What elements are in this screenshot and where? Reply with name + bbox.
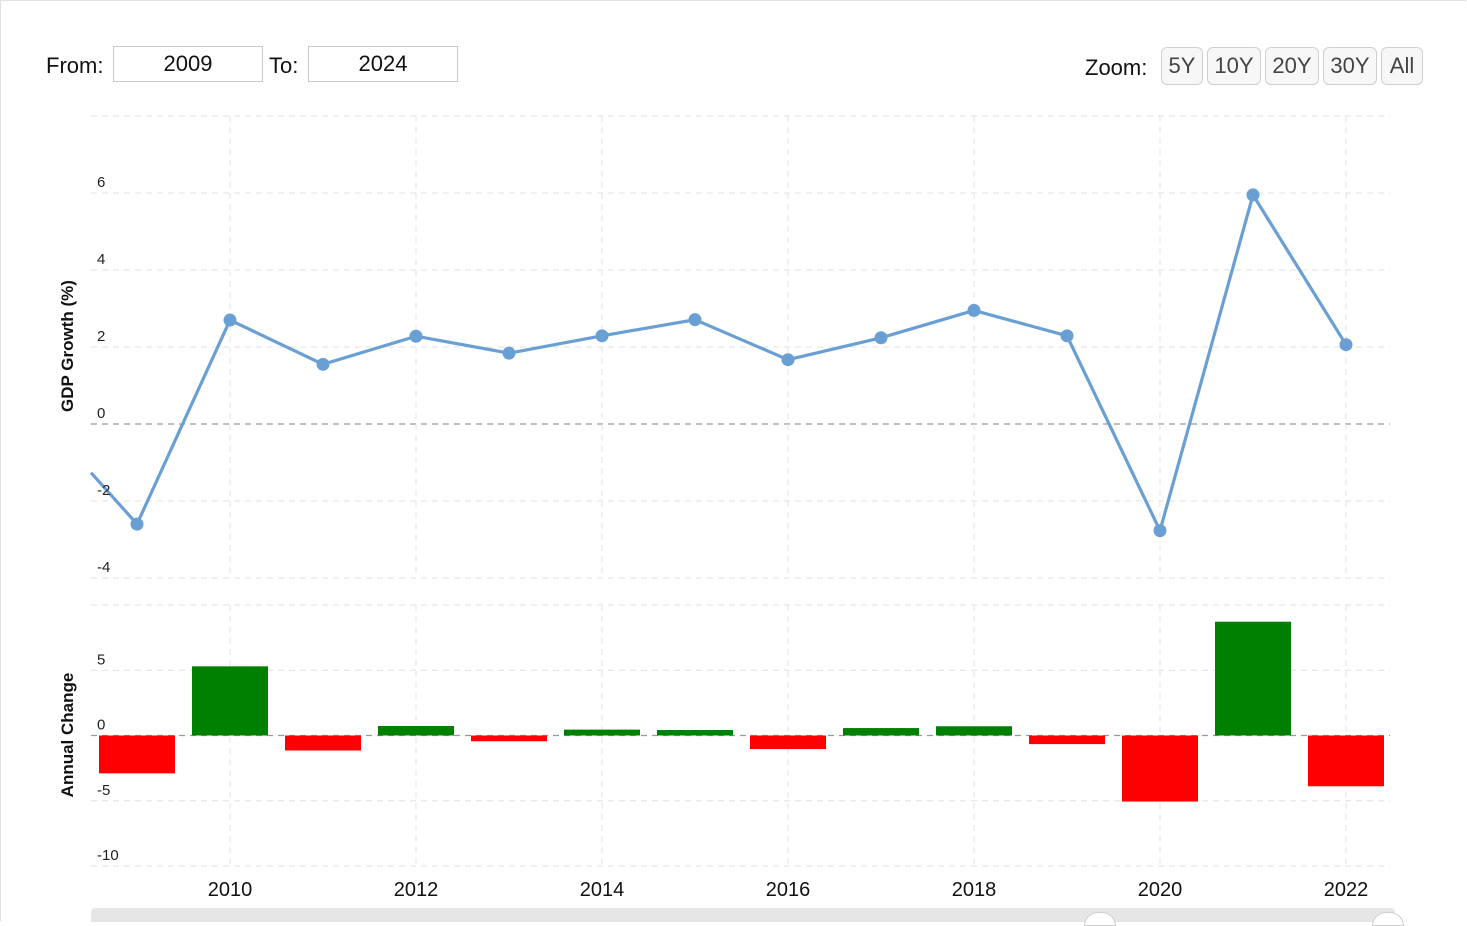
annual-change-bar: [99, 735, 175, 774]
gdp-growth-point: [874, 331, 888, 345]
annual-change-bar: [1122, 735, 1198, 802]
gdp-growth-point: [1153, 524, 1167, 538]
gdp-growth-point: [130, 517, 144, 531]
gdp-growth-point: [223, 313, 237, 327]
from-date-input[interactable]: [113, 46, 263, 82]
x-tick-label: 2022: [1324, 879, 1369, 901]
to-label: To:: [269, 53, 299, 78]
gdp-growth-point: [688, 313, 702, 327]
annual-change-bar: [1029, 735, 1105, 745]
annual-change-bar: [285, 735, 361, 751]
labels-layer: -4 -2 0 2 4 6 -10 -5 0 5 2010 2012 2014 2016 2018 2020 2…: [97, 174, 1368, 901]
gdp-growth-point: [409, 329, 423, 343]
zoom-30y-button[interactable]: 30Y: [1323, 47, 1377, 85]
range-navigator[interactable]: [91, 908, 1395, 922]
zoom-5y-button[interactable]: 5Y: [1161, 47, 1203, 85]
annual-change-bar: [936, 726, 1012, 736]
gdp-growth-point: [967, 303, 981, 317]
from-label: From:: [46, 53, 104, 78]
y-tick-label: -2: [97, 482, 110, 499]
y-tick-label: 2: [97, 328, 105, 345]
gdp-growth-point: [502, 346, 516, 360]
annual-change-bar: [378, 725, 454, 736]
gdp-growth-point: [1339, 338, 1353, 352]
gdp-growth-point: [1246, 188, 1260, 202]
annual-change-bar: [564, 729, 640, 736]
gdp-growth-point: [781, 353, 795, 367]
annual-change-bar: [471, 735, 547, 742]
gdp-growth-point: [1060, 329, 1074, 343]
gdp-growth-point: [316, 357, 330, 371]
y-tick-label: 0: [97, 717, 105, 734]
x-tick-label: 2010: [208, 879, 253, 901]
y-tick-label: 6: [97, 174, 105, 191]
zoom-20y-button[interactable]: 20Y: [1265, 47, 1319, 85]
y-tick-label: 5: [97, 651, 105, 668]
top-y-axis-title: GDP Growth (%): [58, 280, 77, 412]
x-tick-label: 2018: [952, 879, 997, 901]
bottom-y-axis-title: Annual Change: [58, 673, 77, 798]
x-tick-label: 2020: [1138, 879, 1183, 901]
y-tick-label: -10: [97, 847, 119, 864]
annual-change-bar: [192, 666, 268, 736]
annual-change-bar: [1308, 735, 1384, 787]
gdp-growth-line: [89, 193, 1348, 533]
annual-change-bar: [843, 728, 919, 736]
annual-change-bar: [1215, 621, 1291, 736]
zoom-all-button[interactable]: All: [1381, 47, 1423, 85]
zoom-label: Zoom:: [1085, 55, 1148, 80]
x-tick-label: 2014: [580, 879, 625, 901]
x-tick-label: 2012: [394, 879, 439, 901]
y-tick-label: -4: [97, 559, 110, 576]
zoom-10y-button[interactable]: 10Y: [1207, 47, 1261, 85]
gdp-growth-point: [595, 329, 609, 343]
to-date-input[interactable]: [308, 46, 458, 82]
y-tick-label: -5: [97, 782, 110, 799]
x-tick-label: 2016: [766, 879, 811, 901]
y-tick-label: 4: [97, 251, 105, 268]
y-tick-label: 0: [97, 405, 105, 422]
annual-change-bar: [657, 730, 733, 736]
bars-layer: [99, 621, 1384, 802]
annual-change-bar: [750, 735, 826, 750]
line-layer: [89, 188, 1353, 538]
